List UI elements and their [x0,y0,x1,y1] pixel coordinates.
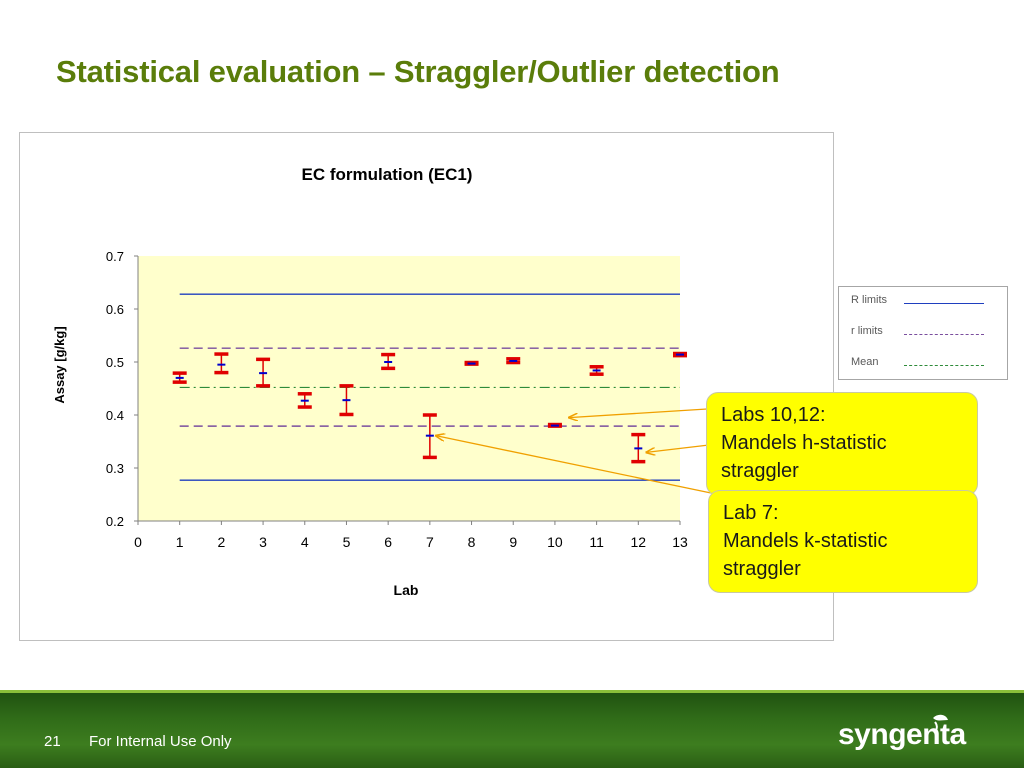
x-tick-label: 10 [547,534,563,550]
svg-text:syngenta: syngenta [838,718,967,751]
axes: 0.20.30.40.50.60.70 1 2 3 4 5 6 7 8 9 10 11 12 13 [106,249,688,550]
callout-k-line1: Lab 7: [723,502,779,524]
callout-k-line2: Mandels k-statistic [723,530,888,552]
error-bar-lab-2 [214,352,229,375]
error-bar-lab-4 [297,392,312,409]
arrow-lab-7 [436,436,712,494]
legend-swatch-R-limits [904,303,984,304]
callout-h-line3: straggler [721,460,799,482]
arrow-lab-10 [569,408,708,418]
footer-divider [0,690,1024,693]
y-tick-label: 0.4 [106,408,124,423]
error-bar-lab-8 [464,360,479,366]
x-tick-label: 11 [589,534,604,550]
y-tick-label: 0.7 [106,249,124,264]
y-axis-label: Assay [g/kg] [52,326,67,403]
callout-k-statistic: Lab 7: Mandels k-statistic straggler [708,490,978,593]
x-tick-label: 6 [384,534,392,550]
chart-frame: EC formulation (EC1) Assay [g/kg] Lab 0.… [19,132,834,641]
x-tick-label: 13 [672,534,688,550]
legend-label-mean: Mean [851,356,879,368]
footer-note: For Internal Use Only [89,733,232,750]
slide-title: Statistical evaluation – Straggler/Outli… [56,54,780,89]
error-bar-lab-7 [422,413,437,460]
page-number: 21 [44,733,61,750]
error-bar-lab-12 [631,432,646,464]
x-tick-label: 7 [426,534,434,550]
y-tick-label: 0.6 [106,302,124,317]
error-bar-lab-5 [339,384,354,417]
error-bars [172,351,687,464]
error-bar-lab-9 [506,357,521,365]
x-tick-label: 9 [509,534,517,550]
x-axis-label: Lab [394,582,419,598]
x-tick-label: 8 [468,534,476,550]
x-tick-label: 3 [259,534,267,550]
chart-title: EC formulation (EC1) [302,165,473,184]
callout-arrows [436,408,712,494]
plot-area [138,256,680,521]
legend-swatch-mean [904,365,984,366]
error-bar-lab-3 [256,357,271,388]
legend-swatch-r-limits [904,334,984,335]
error-bar-lab-11 [589,365,604,376]
x-tick-label: 5 [343,534,351,550]
arrow-lab-12 [646,444,710,452]
x-tick-label: 0 [134,534,142,550]
error-bar-lab-13 [673,351,687,358]
chart: EC formulation (EC1) Assay [g/kg] Lab 0.… [52,165,712,598]
callout-h-line2: Mandels h-statistic [721,432,887,454]
x-tick-label: 4 [301,534,309,550]
y-tick-label: 0.5 [106,355,124,370]
footer-bar: 21 For Internal Use Only syngenta [0,690,1024,768]
error-bar-lab-1 [172,371,187,384]
y-tick-label: 0.3 [106,461,124,476]
callout-h-line1: Labs 10,12: [721,404,826,426]
error-bar-lab-10 [547,422,562,428]
legend: R limits r limits Mean [838,286,1008,380]
callout-h-statistic: Labs 10,12: Mandels h-statistic straggle… [706,392,978,496]
x-tick-label: 2 [217,534,225,550]
syngenta-logo: syngenta [838,714,967,751]
legend-label-r-limits-upper: R limits [851,294,888,306]
y-tick-label: 0.2 [106,514,124,529]
callout-k-line3: straggler [723,558,801,580]
legend-label-r-limits: r limits [851,325,883,337]
error-bar-lab-6 [381,352,396,371]
x-tick-label: 12 [631,534,647,550]
x-tick-label: 1 [176,534,184,550]
